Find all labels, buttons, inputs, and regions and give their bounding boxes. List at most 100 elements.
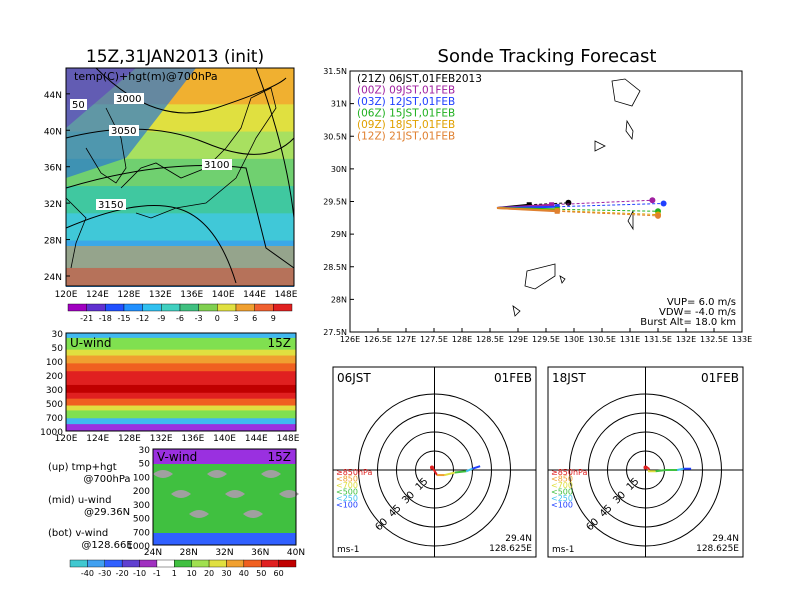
island	[625, 119, 634, 141]
temp-band	[66, 213, 294, 224]
contour-label: 3100	[204, 160, 229, 171]
y-tick-label: 300	[46, 386, 63, 396]
colorbar-label: -15	[117, 314, 130, 323]
y-tick-label: 29.5N	[323, 198, 347, 207]
x-tick-label: 128E	[118, 434, 141, 444]
colorbar-cell	[142, 303, 162, 312]
hodo-segment	[465, 467, 473, 473]
hodo-start	[429, 465, 434, 470]
side-note-a: (up) tmp+hgt	[48, 462, 117, 473]
temp-band	[66, 113, 294, 124]
temp-band	[66, 195, 294, 206]
colorbar-label: -30	[98, 569, 111, 578]
side-note-b: @29.36N	[84, 507, 130, 518]
param-text: Burst Alt= 18.0 km	[640, 317, 736, 328]
colorbar-label: 60	[274, 569, 284, 578]
hodo-segment	[454, 470, 467, 474]
y-tick-label: 30	[139, 446, 151, 456]
x-tick-label: 128E	[452, 335, 472, 344]
x-tick-label: 133E	[732, 335, 752, 344]
u-band	[66, 355, 296, 364]
hodo-segment	[444, 471, 456, 477]
x-tick-label: 132E	[149, 290, 172, 300]
colorbar-label: 30	[221, 569, 231, 578]
x-tick-label: 36N	[251, 548, 269, 558]
colorbar-cell	[174, 559, 192, 568]
very-cold-region	[66, 68, 136, 128]
contour-label-bg	[114, 93, 144, 104]
burst-marker	[554, 208, 560, 214]
colorbar-label: -40	[81, 569, 94, 578]
colorbar-label: -3	[195, 314, 203, 323]
temp-band	[66, 167, 294, 178]
hodo-lon: 128.625E	[696, 544, 739, 554]
contour-3150	[65, 205, 237, 284]
v-gray-patch	[225, 490, 245, 498]
hodo-date-label: 01FEB	[701, 371, 739, 385]
x-tick-label: 132E	[150, 434, 173, 444]
level-legend: <700	[336, 481, 358, 490]
colorbar-cell	[67, 303, 87, 312]
colorbar-label: 20	[204, 569, 214, 578]
y-tick-label: 28.5N	[323, 263, 347, 272]
colorbar-cell	[208, 559, 227, 568]
legend-entry: (12Z) 21JST,01FEB	[357, 131, 455, 143]
colorbar-cell	[69, 559, 88, 568]
u-band	[66, 410, 296, 419]
u-band	[66, 371, 296, 386]
contour-label: 3050	[111, 126, 136, 137]
contour-label: 3000	[116, 94, 141, 105]
level-legend: ≥850hPa	[336, 468, 373, 477]
side-note-b: @700hPa	[83, 474, 130, 485]
burst-marker	[526, 202, 532, 208]
x-tick-label: 24N	[144, 548, 162, 558]
colorbar-label: 10	[187, 569, 197, 578]
y-tick-label: 50	[52, 344, 64, 354]
v-gray-patch	[153, 470, 173, 478]
colorbar-label: 6	[252, 314, 257, 323]
x-tick-label: 132E	[676, 335, 696, 344]
u-wind-panel	[65, 332, 297, 432]
contour-east	[255, 67, 295, 219]
hodo-segment	[472, 465, 481, 470]
colorbar-cell	[235, 303, 255, 312]
colorbar-cell	[105, 303, 125, 312]
x-tick-label: 124E	[86, 290, 109, 300]
legend-entry: (06Z) 15JST,01FEB	[357, 108, 455, 120]
colorbar-label: -12	[136, 314, 149, 323]
temp-band	[66, 231, 294, 242]
hodo-unit: ms-1	[337, 545, 359, 555]
colorbar-label: -20	[116, 569, 129, 578]
island-north	[611, 78, 641, 107]
contour-label: 50	[72, 100, 85, 111]
y-tick-label: 300	[133, 501, 150, 511]
v-gray-patch	[261, 470, 281, 478]
x-tick-label: 120E	[55, 290, 78, 300]
colorbar-cell	[191, 559, 210, 568]
v-gray-patch	[207, 470, 227, 478]
v-label: V-wind	[157, 450, 197, 464]
y-tick-label: 100	[133, 473, 150, 483]
colorbar-cell	[278, 559, 297, 568]
y-tick-label: 500	[133, 515, 150, 525]
side-note-a: (mid) u-wind	[48, 495, 111, 506]
x-tick-label: 32N	[215, 548, 233, 558]
hodo-date-label: 01FEB	[494, 371, 532, 385]
y-tick-label: 100	[46, 358, 63, 368]
side-note-a: (bot) v-wind	[48, 528, 108, 539]
hodo-time-label: 06JST	[337, 371, 371, 385]
level-legend: <500	[551, 488, 573, 497]
contour-label-bg	[109, 125, 139, 136]
param-text: VDW= -4.0 m/s	[659, 307, 736, 318]
x-tick-label: 124E	[86, 434, 109, 444]
x-tick-label: 127.5E	[420, 335, 448, 344]
init-title: 15Z,31JAN2013 (init)	[86, 47, 264, 67]
temp-band	[66, 240, 294, 251]
x-tick-label: 131.5E	[644, 335, 672, 344]
legend-entry: (09Z) 18JST,01FEB	[357, 119, 455, 131]
colorbar-cell	[139, 559, 158, 568]
v-bottom	[153, 533, 296, 545]
colorbar-label: -1	[153, 569, 161, 578]
legend-entry: (03Z) 12JST,01FEB	[357, 96, 455, 108]
x-tick-label: 140E	[212, 290, 235, 300]
